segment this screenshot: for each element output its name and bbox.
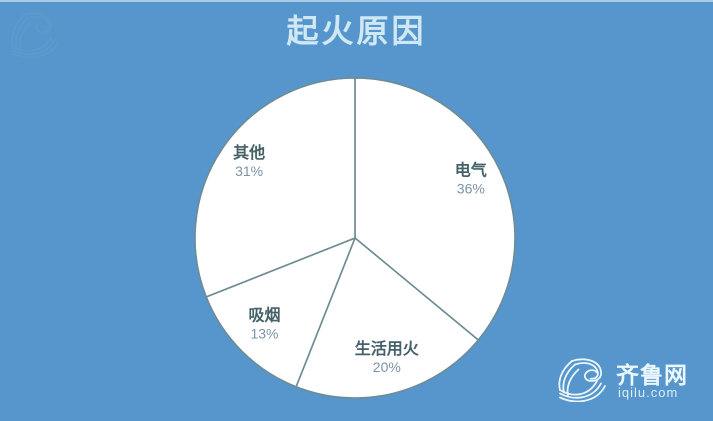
svg-text:吸烟: 吸烟 [248, 306, 280, 325]
svg-text:其他: 其他 [233, 143, 265, 162]
svg-text:36%: 36% [457, 181, 485, 197]
svg-text:电气: 电气 [455, 161, 487, 180]
svg-text:20%: 20% [373, 359, 401, 375]
svg-text:31%: 31% [235, 163, 263, 179]
svg-text:生活用火: 生活用火 [355, 339, 420, 358]
svg-text:13%: 13% [250, 326, 278, 342]
